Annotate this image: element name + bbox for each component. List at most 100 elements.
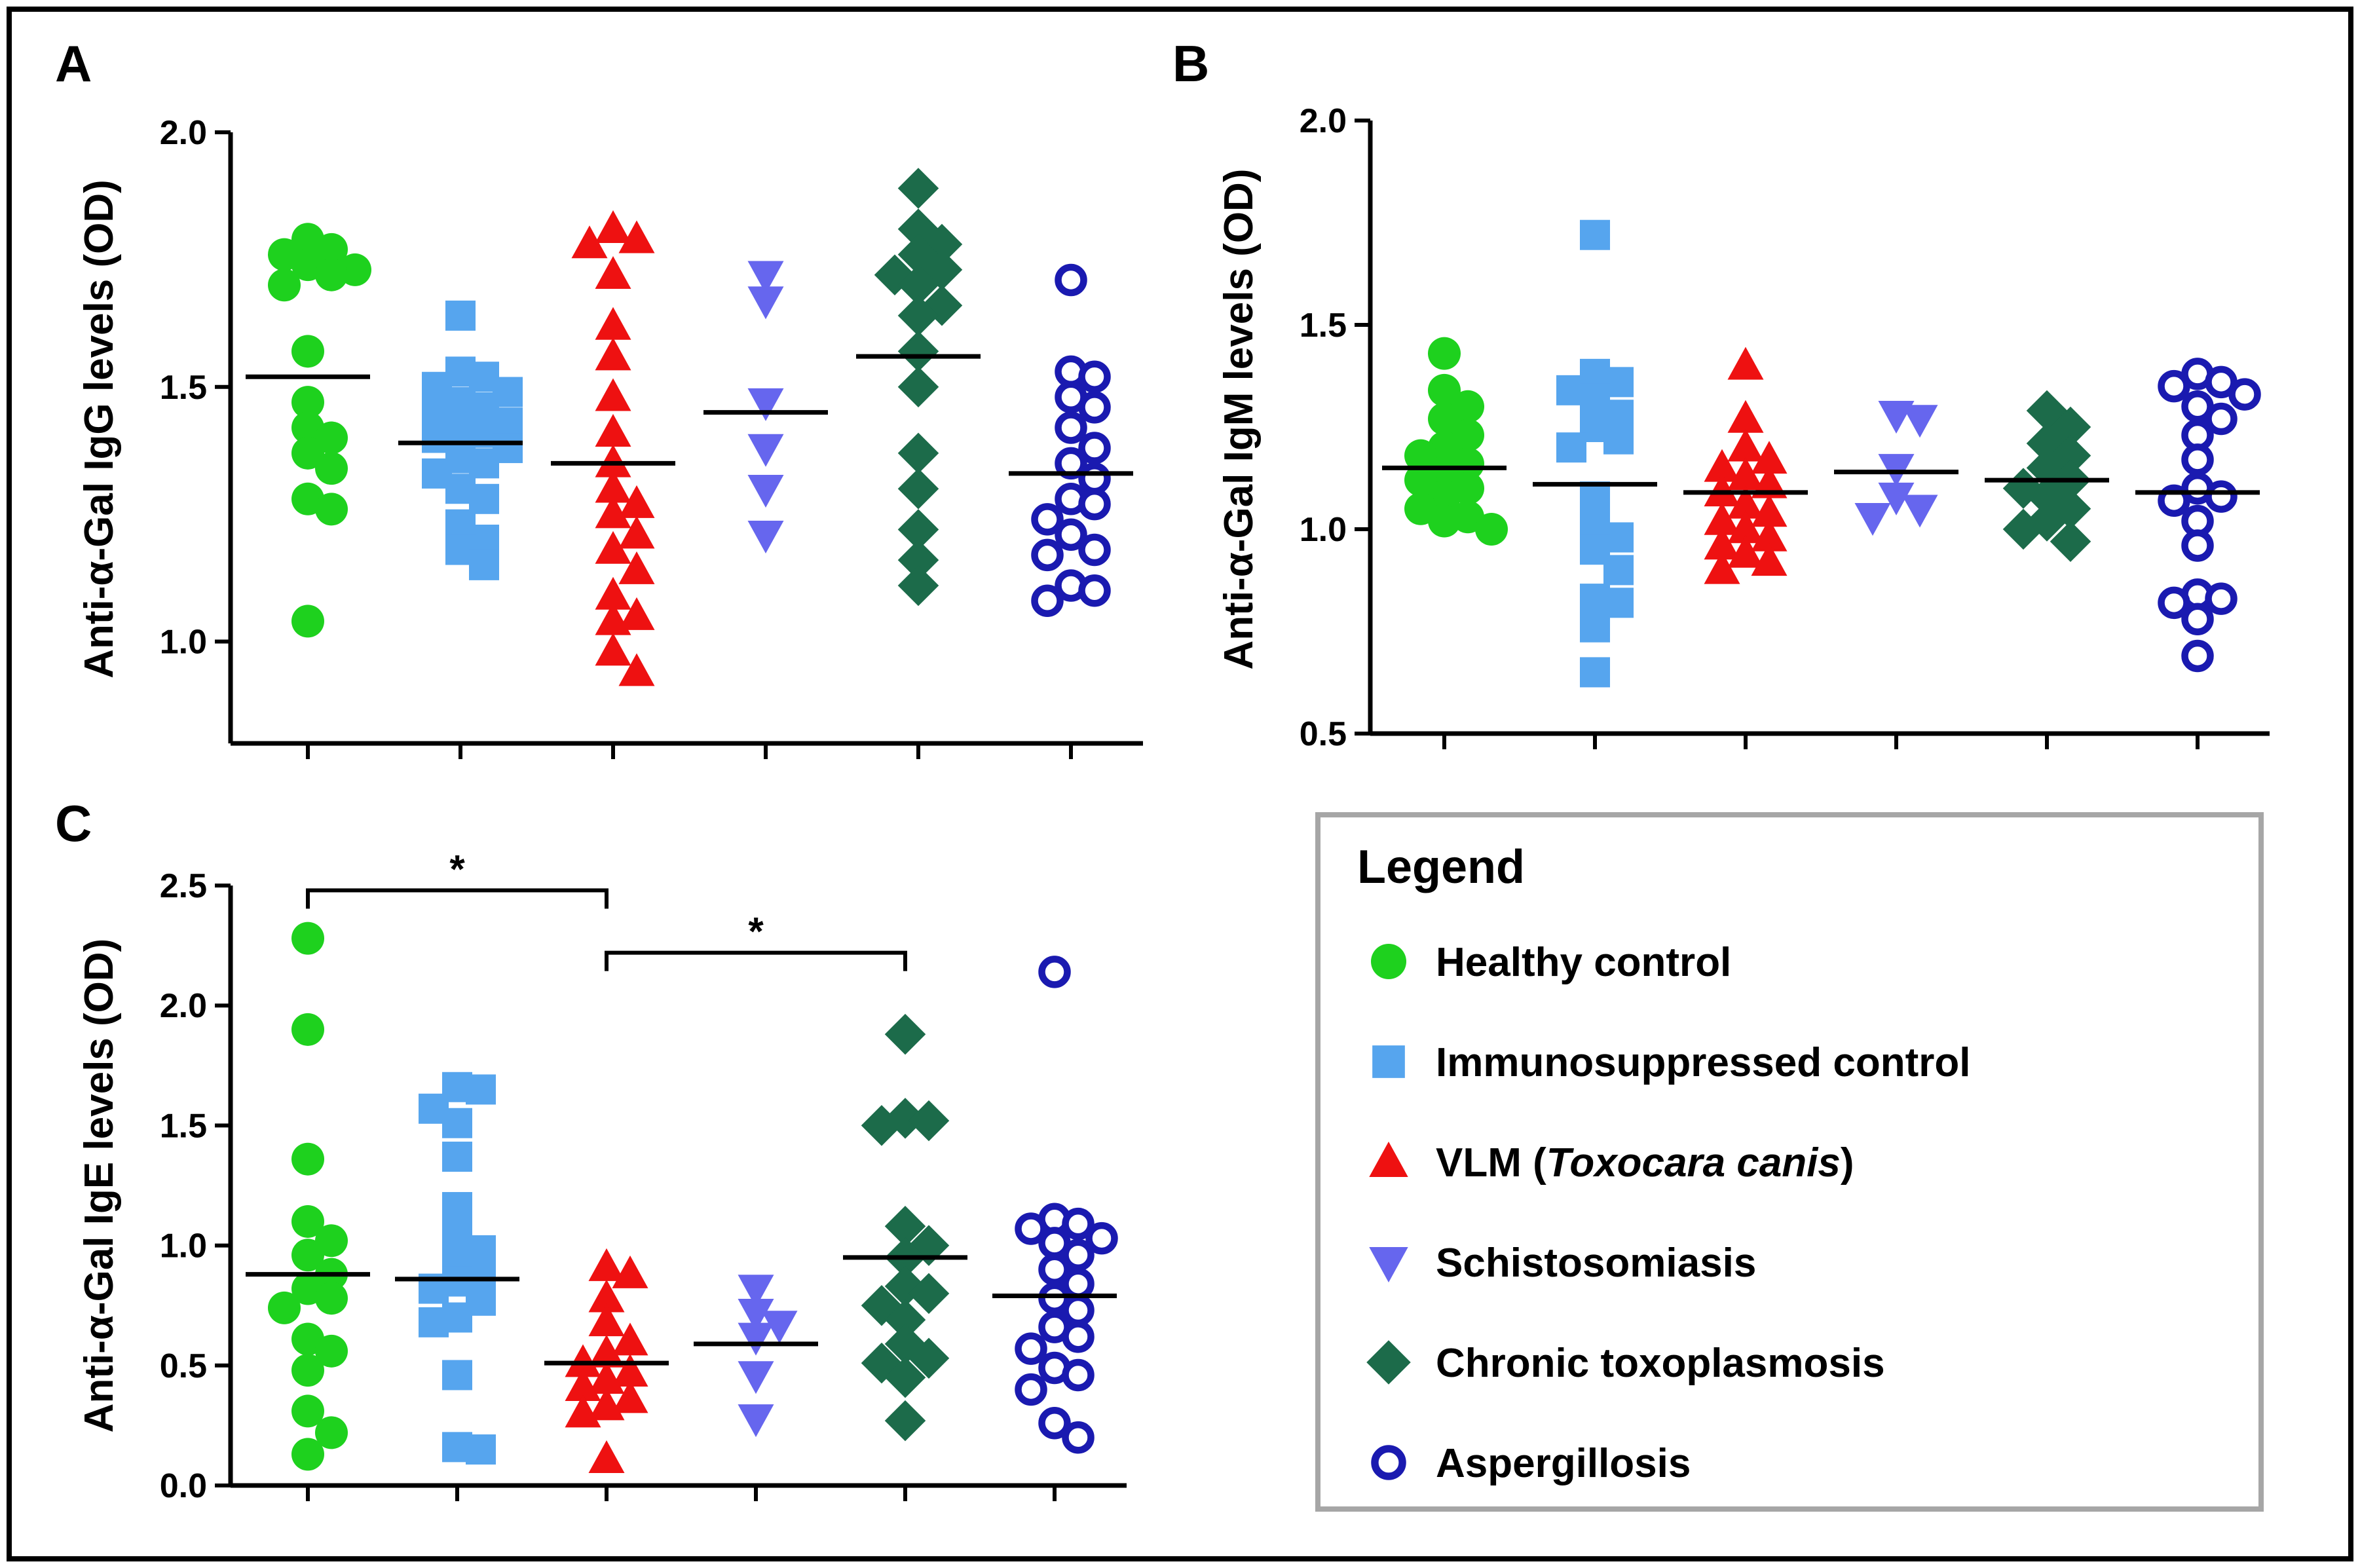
panel-a-data-point (618, 551, 655, 584)
panel-c-data-point (1062, 1294, 1095, 1327)
panel-a-data-point (595, 210, 631, 243)
panel-c-significance-label: * (748, 910, 764, 954)
legend-label-0: Healthy control (1436, 940, 1731, 985)
panel-a-data-point (618, 515, 655, 549)
panel-b-ytick-label: 1.5 (1300, 307, 1347, 345)
panel-a-data-point (1078, 360, 1111, 393)
panel-b-data-point (1603, 424, 1634, 455)
panel-c-data-point (565, 1344, 601, 1377)
panel-a-data-point (747, 475, 784, 508)
panel-a-data-point (1055, 411, 1087, 444)
panel-b-data-point (2228, 378, 2261, 411)
panel-c-data-point (565, 1368, 601, 1402)
panel-b-data-point (1751, 518, 1788, 551)
panel-b-data-point (2205, 480, 2238, 513)
panel-b-data-point (1704, 551, 1740, 584)
panel-c-data-point (291, 1354, 324, 1387)
panel-c-ytick-label: 1.5 (160, 1107, 207, 1145)
panel-c-data-point (1015, 1373, 1047, 1406)
panel-b-data-point (1475, 513, 1508, 546)
panel-a-data-point (897, 432, 939, 474)
legend-label-0-main: Healthy control (1436, 940, 1731, 985)
panel-b-data-point (2158, 369, 2190, 403)
legend-label-1-main: Immunosuppressed control (1436, 1040, 1970, 1085)
legend-label-4: Chronic toxoplasmosis (1436, 1341, 1885, 1386)
panel-a-data-point (1055, 518, 1087, 551)
panel-b-data-point (1751, 465, 1788, 498)
legend-label-2: VLM (Toxocara canis) (1436, 1140, 1854, 1185)
panel-a-data-point (445, 300, 476, 331)
panel-c-data-point (738, 1298, 774, 1332)
legend-marker-1 (1372, 1045, 1405, 1078)
panel-b-data-point (1751, 543, 1788, 576)
panel-a-ytick-label: 1.0 (160, 624, 207, 662)
panel-b-data-point (1704, 449, 1740, 482)
panel-a-data-point (618, 220, 655, 253)
panel-c-data-point (884, 1013, 926, 1055)
panel-label-a: A (55, 35, 92, 92)
panel-a-plot: 1.0 1.5 2.0 (160, 114, 1143, 759)
panel-a-data-point (315, 258, 348, 291)
panel-a-data-point (595, 531, 631, 564)
panel-c-data-point (588, 1279, 625, 1313)
panel-a-data-point (897, 331, 939, 372)
panel-b-data-point (1428, 402, 1461, 436)
panel-c-data-point (908, 1100, 950, 1142)
panel-a-data-point (595, 307, 631, 340)
panel-a-data-point (747, 286, 784, 320)
panel-a-data-point (897, 539, 939, 581)
panel-b-data-point (2181, 603, 2214, 636)
panel-c-data-point (588, 1387, 625, 1421)
panel-c-significance-label: * (449, 847, 465, 891)
panel-a-data-point (595, 378, 631, 411)
panel-a-data-point (747, 261, 784, 294)
panel-c-plot: 0.0 0.5 1.0 1.5 2.0 2.5 * * (160, 847, 1127, 1505)
panel-b-data-point (1580, 219, 1610, 250)
panel-a-data-point (595, 602, 631, 635)
legend-label-4-main: Chronic toxoplasmosis (1436, 1341, 1885, 1386)
panel-b-data-point (2158, 586, 2190, 620)
panel-b-data-point (1603, 555, 1634, 586)
panel-c-data-point (315, 1282, 348, 1315)
panel-c-data-point (612, 1354, 648, 1387)
panel-b-data-point (1727, 457, 1764, 491)
panel-a-data-point (595, 255, 631, 289)
panel-b-data-point (1704, 474, 1740, 507)
panel-a-data-point (469, 550, 499, 580)
panel-b-data-point (1704, 502, 1740, 535)
panel-c-data-point (1038, 956, 1071, 988)
panel-b-data-point (2205, 365, 2238, 399)
panel-c-data-point (1038, 1406, 1071, 1440)
panel-c-data-point (1015, 1212, 1047, 1245)
panel-a-data-point (595, 495, 631, 529)
panel-b-data-point (1404, 439, 1437, 472)
legend-label-5: Aspergillosis (1436, 1441, 1691, 1486)
legend-label-5-main: Aspergillosis (1436, 1441, 1691, 1486)
panel-b-data-point (1428, 337, 1461, 370)
panel-c-data-point (291, 1438, 324, 1471)
panel-a-data-point (291, 335, 324, 368)
panel-a-data-point (315, 421, 348, 455)
panel-a-data-point (1078, 574, 1111, 607)
panel-c-data-point (588, 1440, 625, 1473)
panel-a-data-point (747, 520, 784, 553)
panel-c-data-point (565, 1394, 601, 1428)
panel-c-data-point (1015, 1332, 1047, 1365)
panel-b-data-point (1404, 464, 1437, 497)
panel-b-data-point (1751, 441, 1788, 474)
panel-c-data-point (884, 1400, 926, 1442)
legend-marker-0 (1371, 944, 1406, 979)
panel-b-data-point (1704, 527, 1740, 560)
panel-a-data-point (618, 597, 655, 630)
panel-a-data-point (1055, 263, 1087, 297)
panel-c-data-point (738, 1361, 774, 1394)
panel-b-data-point (1727, 346, 1764, 380)
panel-c-data-point (738, 1322, 774, 1356)
panel-a-data-point (897, 295, 939, 337)
panel-b-ytick-label: 0.5 (1300, 715, 1347, 753)
panel-a-ylabel: Anti-α-Gal IgG levels (OD) (77, 179, 122, 679)
panel-a-data-point (291, 386, 324, 419)
panel-a-data-point (571, 225, 608, 259)
panel-c-data-point (884, 1356, 926, 1398)
